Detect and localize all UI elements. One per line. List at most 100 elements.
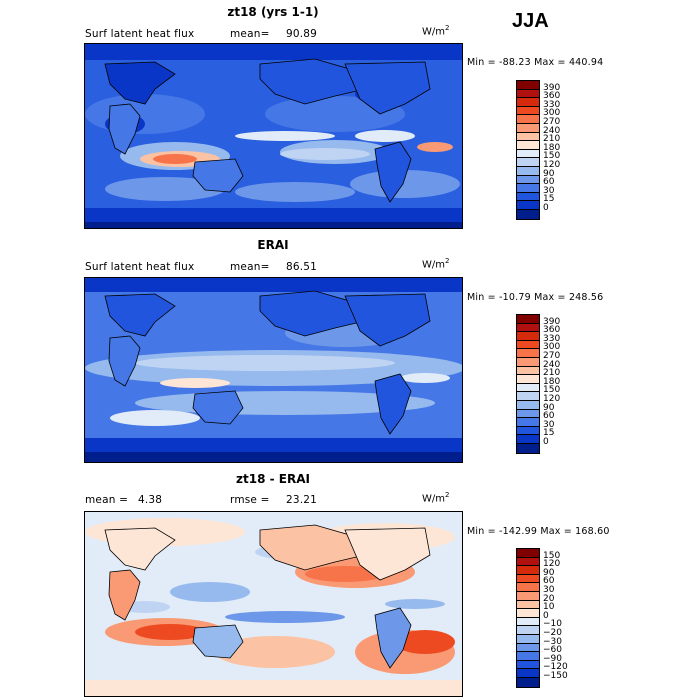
colorbar-swatch	[517, 443, 539, 453]
panel-3-field	[85, 518, 462, 696]
colorbar-tick-label: 150	[543, 151, 561, 162]
panel-1-colorbar	[516, 80, 540, 220]
panel-3-rmse-label: rmse =	[230, 494, 270, 506]
colorbar-swatch	[517, 201, 539, 210]
panel-2-minmax: Min = -10.79 Max = 248.56	[467, 292, 604, 303]
colorbar-tick-label: 210	[543, 134, 561, 145]
panel-2-mean-value: 86.51	[286, 261, 318, 273]
colorbar-swatch	[517, 409, 539, 419]
colorbar-swatch	[517, 209, 539, 219]
colorbar-swatch	[517, 89, 539, 99]
panel-1-mean-label: mean=	[230, 28, 270, 40]
colorbar-tick-label: 120	[543, 559, 561, 570]
panel-3-units: W/m2	[422, 491, 450, 505]
panel-3-title: zt18 - ERAI	[236, 472, 310, 486]
colorbar-tick-label: 30	[543, 185, 555, 196]
colorbar-tick-label: 300	[543, 108, 561, 119]
colorbar-swatch	[517, 669, 539, 678]
colorbar-tick-label: 0	[543, 203, 549, 213]
colorbar-swatch	[517, 557, 539, 567]
colorbar-swatch	[517, 132, 539, 142]
colorbar-tick-label: −120	[543, 662, 568, 673]
colorbar-tick-label: 60	[543, 411, 555, 422]
panel-2-field	[85, 278, 462, 462]
colorbar-swatch	[517, 652, 539, 661]
panel-2-units: W/m2	[422, 257, 450, 271]
colorbar-tick-label: 60	[543, 576, 555, 587]
colorbar-tick-label: 30	[543, 585, 555, 595]
colorbar-tick-label: −150	[543, 671, 568, 681]
colorbar-swatch	[517, 600, 539, 610]
colorbar-tick-label: 360	[543, 91, 561, 102]
panel-1-title: zt18 (yrs 1-1)	[227, 5, 319, 19]
colorbar-tick-label: 150	[543, 385, 561, 396]
colorbar-swatch	[517, 340, 539, 350]
colorbar-tick-label: −60	[543, 645, 562, 656]
panel-3-mean-label: mean =	[85, 494, 129, 506]
colorbar-swatch	[517, 435, 539, 444]
season-label: JJA	[512, 10, 549, 32]
colorbar-swatch	[517, 315, 539, 324]
colorbar-tick-label: 0	[543, 437, 549, 447]
colorbar-swatch	[517, 643, 539, 653]
panel-2-mean-label: mean=	[230, 261, 270, 273]
panel-2-variable: Surf latent heat flux	[85, 261, 195, 273]
panel-2-map	[84, 277, 463, 463]
colorbar-tick-label: 15	[543, 428, 555, 439]
panel-1-minmax: Min = -88.23 Max = 440.94	[467, 57, 604, 68]
colorbar-swatch	[517, 106, 539, 116]
colorbar-swatch	[517, 392, 539, 401]
colorbar-swatch	[517, 123, 539, 133]
colorbar-swatch	[517, 383, 539, 393]
colorbar-tick-label: 30	[543, 419, 555, 430]
colorbar-tick-label: 240	[543, 359, 561, 370]
panel-2-colorbar	[516, 314, 540, 454]
colorbar-swatch	[517, 591, 539, 601]
colorbar-swatch	[517, 566, 539, 575]
colorbar-swatch	[517, 332, 539, 341]
colorbar-tick-label: 60	[543, 177, 555, 188]
colorbar-tick-label: 20	[543, 593, 555, 604]
colorbar-tick-label: 90	[543, 402, 555, 413]
colorbar-tick-label: 90	[543, 168, 555, 179]
colorbar-tick-label: 300	[543, 342, 561, 353]
colorbar-tick-label: 0	[543, 610, 549, 621]
colorbar-tick-label: 330	[543, 99, 561, 110]
colorbar-swatch	[517, 115, 539, 124]
colorbar-tick-label: 390	[543, 316, 561, 327]
colorbar-swatch	[517, 149, 539, 159]
colorbar-tick-label: −90	[543, 653, 562, 664]
colorbar-swatch	[517, 98, 539, 107]
colorbar-swatch	[517, 677, 539, 687]
colorbar-swatch	[517, 400, 539, 410]
panel-1-units: W/m2	[422, 24, 450, 38]
colorbar-tick-label: 10	[543, 602, 555, 613]
colorbar-swatch	[517, 81, 539, 90]
colorbar-swatch	[517, 375, 539, 384]
colorbar-tick-label: −10	[543, 619, 562, 630]
colorbar-tick-label: 150	[543, 550, 561, 561]
colorbar-tick-label: −20	[543, 628, 562, 638]
colorbar-swatch	[517, 583, 539, 592]
panel-1-mean-value: 90.89	[286, 28, 318, 40]
colorbar-swatch	[517, 418, 539, 427]
colorbar-tick-label: 180	[543, 376, 561, 387]
panel-1-map	[84, 43, 463, 229]
colorbar-tick-label: 240	[543, 125, 561, 136]
colorbar-tick-label: 270	[543, 351, 561, 361]
panel-3-mean-value: 4.38	[138, 494, 163, 506]
colorbar-swatch	[517, 357, 539, 367]
panel-1-variable: Surf latent heat flux	[85, 28, 195, 40]
colorbar-swatch	[517, 192, 539, 202]
colorbar-tick-label: 270	[543, 117, 561, 127]
panel-3-colorbar	[516, 548, 540, 688]
colorbar-swatch	[517, 660, 539, 670]
colorbar-tick-label: 90	[543, 567, 555, 578]
colorbar-swatch	[517, 609, 539, 618]
colorbar-tick-label: −30	[543, 636, 562, 647]
colorbar-swatch	[517, 426, 539, 436]
colorbar-tick-label: 330	[543, 333, 561, 344]
colorbar-swatch	[517, 323, 539, 333]
colorbar-swatch	[517, 626, 539, 635]
colorbar-swatch	[517, 634, 539, 644]
